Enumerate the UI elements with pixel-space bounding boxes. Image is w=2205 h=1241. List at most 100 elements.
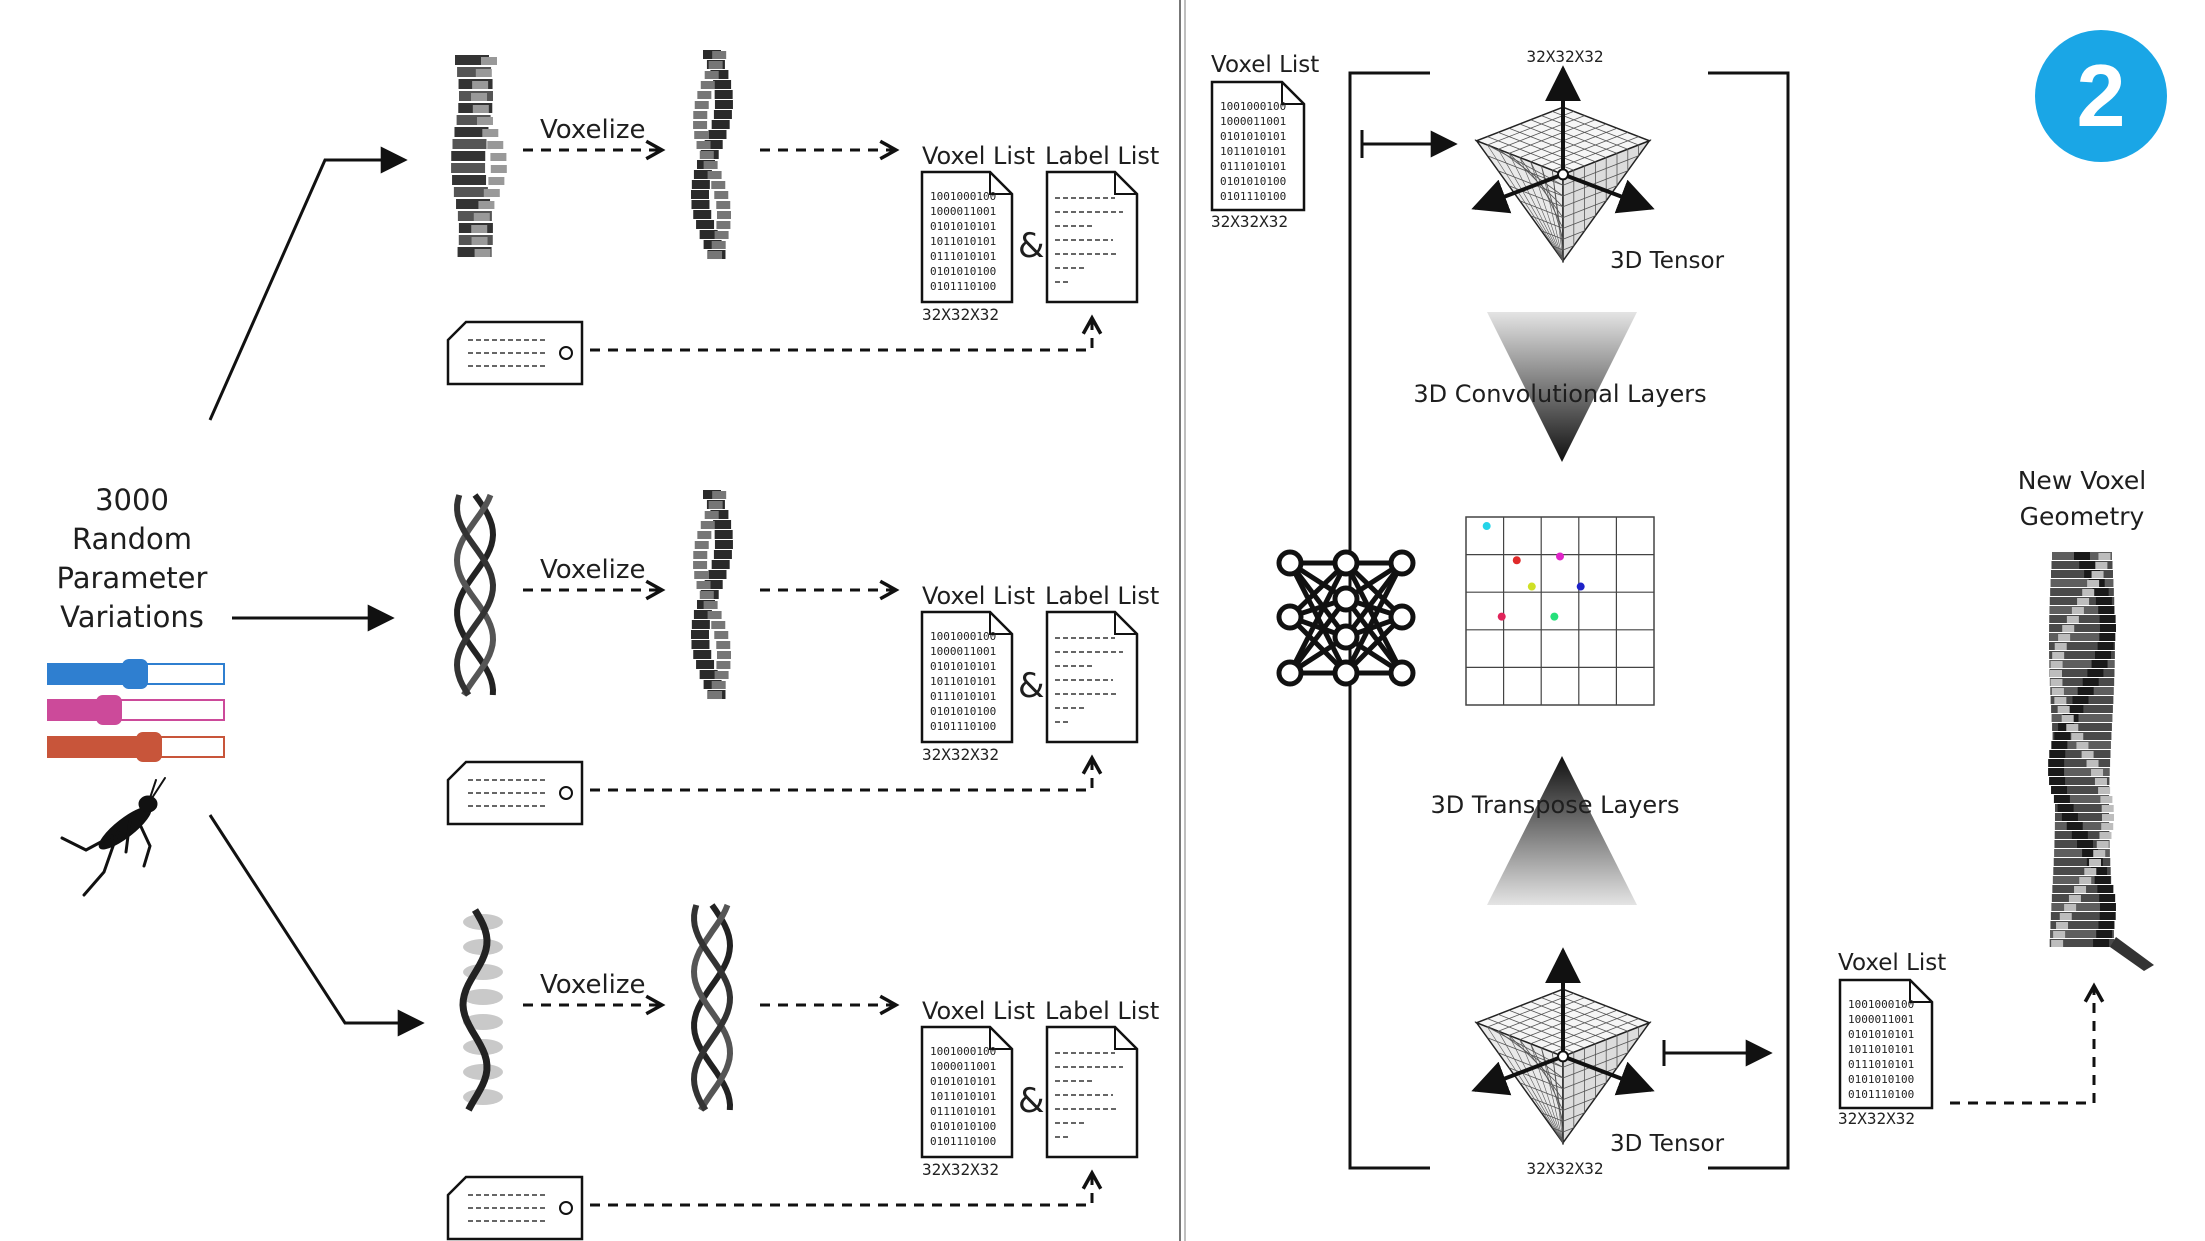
voxel-list-bits-line: 0101010100	[930, 265, 996, 278]
label-list-document	[1045, 1025, 1139, 1159]
latent-point	[1482, 522, 1491, 531]
conv-layers-label: 3D Convolutional Layers	[1413, 380, 1706, 408]
network-node	[1332, 623, 1360, 651]
label-arrow	[590, 1173, 1092, 1207]
network-bracket-left	[1348, 71, 1430, 1170]
voxel-list-bits-line: 1011010101	[930, 1090, 996, 1103]
voxelized-geometry	[691, 50, 733, 259]
input-voxel-list-bits-line: 0101010100	[1220, 175, 1286, 188]
ampersand: &	[1018, 666, 1045, 706]
network-node	[1332, 659, 1360, 687]
voxel-list-bits-line: 1000011001	[930, 205, 996, 218]
latent-point	[1527, 582, 1536, 591]
input-voxel-list-bits-line: 0101110100	[1220, 190, 1286, 203]
input-voxel-list-bits-line: 1000011001	[1220, 115, 1286, 128]
input-voxel-list-title: Voxel List	[1211, 52, 1319, 78]
bottom-tensor-size: 32X32X32	[1526, 1159, 1603, 1178]
voxel-list-title: Voxel List	[922, 142, 1035, 170]
parameter-slider-orange	[47, 732, 225, 762]
branch-arrow-bottom	[208, 814, 425, 1037]
voxel-list-size: 32X32X32	[922, 305, 999, 324]
voxel-list-title: Voxel List	[922, 582, 1035, 610]
latent-point	[1550, 612, 1559, 621]
parameter-sliders	[47, 659, 225, 762]
network-node	[1276, 549, 1304, 577]
voxel-list-bits-line: 1000011001	[930, 1060, 996, 1073]
output-voxel-list-bits-line: 1011010101	[1848, 1043, 1914, 1056]
label-list-document	[1045, 610, 1139, 744]
network-bracket-right	[1708, 71, 1790, 1170]
output-voxel-list-document: 1001000100 1000011001 0101010101 1011010101…	[1838, 978, 1934, 1110]
network-node	[1276, 659, 1304, 687]
source-label-line-4: Variations	[60, 600, 204, 634]
step-badge-number: 2	[2077, 46, 2126, 145]
voxel-list-bits-line: 0111010101	[930, 250, 996, 263]
voxel-list-bits-line: 1011010101	[930, 675, 996, 688]
parameter-tag-icon	[446, 1175, 584, 1241]
parametric-geometry	[459, 908, 503, 1112]
voxel-list-bits-line: 1001000100	[930, 630, 996, 643]
network-node	[1388, 603, 1416, 631]
network-node	[1388, 549, 1416, 577]
voxelize-label: Voxelize	[540, 970, 646, 1000]
parameter-slider-pink	[47, 695, 225, 725]
voxelized-geometry	[690, 903, 734, 1112]
variation-row: Voxelize Voxel List Label List 1001000100 10…	[446, 490, 1159, 826]
source-label-line-1: 3000	[95, 483, 169, 517]
label-arrow	[590, 758, 1092, 792]
voxel-list-bits-line: 0101010100	[930, 705, 996, 718]
voxel-list-title: Voxel List	[922, 997, 1035, 1025]
voxel-list-bits-line: 0101010101	[930, 660, 996, 673]
voxel-list-bits-line: 0101010100	[930, 1120, 996, 1133]
branch-arrow-top	[208, 146, 408, 421]
result-label-line-1: New Voxel	[2018, 466, 2147, 495]
label-arrow	[590, 318, 1092, 352]
output-voxel-list-bits-line: 1000011001	[1848, 1013, 1914, 1026]
variation-rows: Voxelize Voxel List Label List 1001000100 10…	[446, 50, 1159, 1241]
voxelized-geometry	[691, 490, 733, 699]
network-node	[1276, 603, 1304, 631]
output-voxel-list-bits-line: 0101010100	[1848, 1073, 1914, 1086]
bottom-tensor-cube	[1471, 947, 1655, 1146]
voxel-list-sheet	[920, 610, 1014, 744]
network-node	[1332, 549, 1360, 577]
voxel-list-bits-line: 0101110100	[930, 720, 996, 733]
input-voxel-list-bits-line: 0101010101	[1220, 130, 1286, 143]
output-voxel-list-size: 32X32X32	[1838, 1109, 1915, 1128]
voxel-list-sheet	[920, 1025, 1014, 1159]
ampersand: &	[1018, 1081, 1045, 1121]
latent-space-grid	[1465, 516, 1655, 706]
parameter-tag-icon	[446, 760, 584, 826]
grasshopper-icon	[60, 777, 166, 897]
voxel-list-sheet	[920, 170, 1014, 304]
output-voxel-list-title: Voxel List	[1838, 950, 1946, 976]
label-list-title: Label List	[1045, 142, 1159, 170]
result-label-line-2: Geometry	[2020, 502, 2145, 531]
label-list-title: Label List	[1045, 997, 1159, 1025]
input-voxel-list-bits-line: 0111010101	[1220, 160, 1286, 173]
latent-point	[1497, 612, 1506, 621]
top-tensor-size: 32X32X32	[1526, 47, 1603, 66]
voxel-list-bits-line: 0101010101	[930, 220, 996, 233]
input-voxel-list-size: 32X32X32	[1211, 212, 1288, 231]
parameter-slider-blue	[47, 659, 225, 689]
transpose-layers-label: 3D Transpose Layers	[1430, 791, 1679, 819]
parameter-tag-icon	[446, 320, 584, 386]
latent-point	[1512, 556, 1521, 565]
output-voxel-list-bits-line: 1001000100	[1848, 998, 1914, 1011]
voxel-list-bits-line: 0101110100	[930, 1135, 996, 1148]
voxel-list-bits-line: 0101110100	[930, 280, 996, 293]
voxel-list-bits-line: 1001000100	[930, 190, 996, 203]
ampersand: &	[1018, 226, 1045, 266]
voxel-list-bits-line: 0111010101	[930, 1105, 996, 1118]
top-tensor-cube	[1471, 65, 1655, 264]
voxel-list-bits-line: 1011010101	[930, 235, 996, 248]
parametric-geometry	[453, 493, 497, 697]
network-node	[1332, 585, 1360, 613]
variation-row: Voxelize Voxel List Label List 1001000100 10…	[446, 50, 1159, 386]
latent-point	[1576, 582, 1585, 591]
voxel-list-bits-line: 0101010101	[930, 1075, 996, 1088]
output-to-geometry-arrow	[1950, 986, 2094, 1105]
new-voxel-geometry	[2048, 552, 2154, 971]
